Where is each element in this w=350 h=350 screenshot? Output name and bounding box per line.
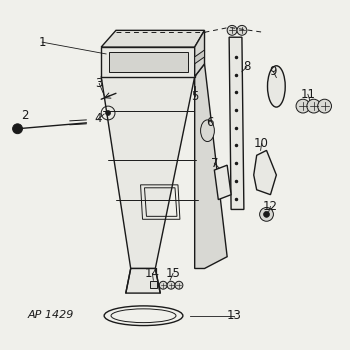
Polygon shape xyxy=(254,150,276,195)
Text: 9: 9 xyxy=(270,65,277,78)
Circle shape xyxy=(237,26,247,35)
Polygon shape xyxy=(101,77,195,268)
Text: 11: 11 xyxy=(300,88,315,101)
Polygon shape xyxy=(195,50,204,64)
Polygon shape xyxy=(229,37,244,209)
Polygon shape xyxy=(101,30,204,47)
Circle shape xyxy=(227,26,237,35)
Polygon shape xyxy=(214,165,231,199)
Circle shape xyxy=(167,281,175,289)
Circle shape xyxy=(318,99,331,113)
Text: 4: 4 xyxy=(94,112,102,125)
Text: 3: 3 xyxy=(96,77,103,90)
Circle shape xyxy=(260,208,273,221)
Text: 15: 15 xyxy=(166,267,181,280)
Circle shape xyxy=(106,111,111,116)
Polygon shape xyxy=(195,30,204,77)
Polygon shape xyxy=(101,47,195,77)
Circle shape xyxy=(264,211,270,217)
Circle shape xyxy=(175,281,183,289)
Circle shape xyxy=(159,281,167,289)
Ellipse shape xyxy=(201,120,214,141)
Ellipse shape xyxy=(267,66,285,107)
Circle shape xyxy=(307,99,321,113)
Text: 2: 2 xyxy=(21,110,28,122)
Polygon shape xyxy=(126,268,160,293)
Circle shape xyxy=(13,124,22,134)
Text: 10: 10 xyxy=(254,137,269,150)
Text: 12: 12 xyxy=(263,200,278,213)
Text: 6: 6 xyxy=(206,116,213,130)
Circle shape xyxy=(296,99,310,113)
Polygon shape xyxy=(150,281,157,288)
Text: AP 1429: AP 1429 xyxy=(27,310,74,320)
Text: 5: 5 xyxy=(191,90,198,103)
Text: 8: 8 xyxy=(243,60,251,73)
Text: 1: 1 xyxy=(38,36,46,49)
Text: 13: 13 xyxy=(226,309,242,322)
Polygon shape xyxy=(109,52,188,72)
Text: 14: 14 xyxy=(145,267,160,280)
Polygon shape xyxy=(195,64,227,268)
Text: 7: 7 xyxy=(211,157,218,170)
